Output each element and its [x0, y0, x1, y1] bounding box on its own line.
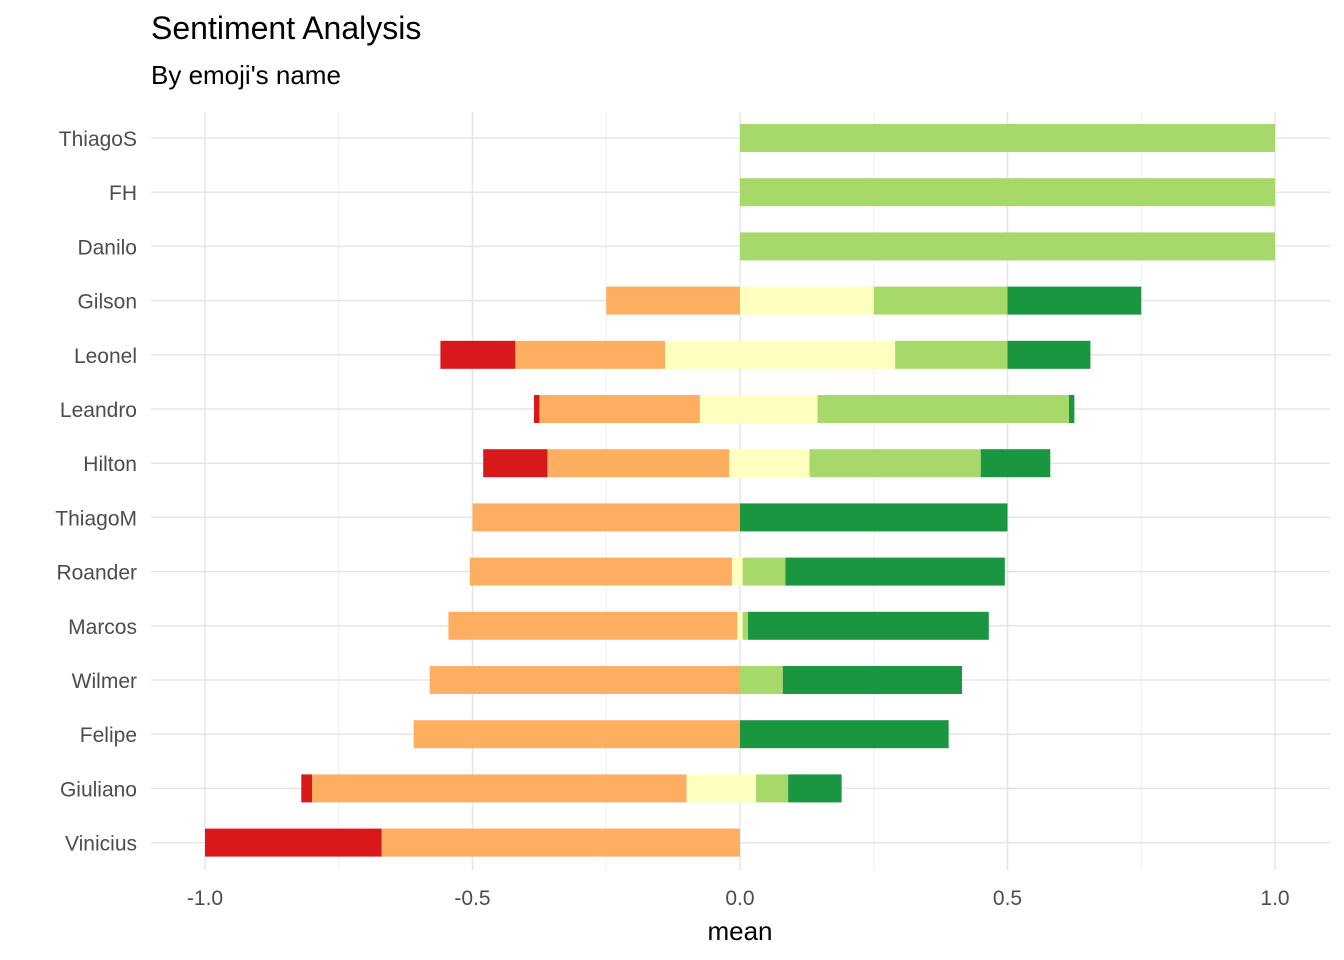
bar-segment — [205, 828, 382, 857]
bar-segment — [1069, 395, 1075, 423]
x-tick-label: -1.0 — [187, 887, 223, 910]
y-tick-label: Vinicius — [65, 833, 137, 856]
bar-segment — [740, 232, 1275, 261]
y-tick-label: FH — [109, 182, 137, 205]
bar-segment — [665, 340, 896, 369]
bar-segment — [448, 611, 738, 640]
bar-segment — [699, 395, 818, 423]
bar-segment — [817, 395, 1070, 423]
y-tick-label: Giuliano — [60, 778, 137, 801]
bar-segment — [469, 557, 732, 586]
y-tick-label: Roander — [56, 562, 137, 585]
bar-segment — [413, 720, 740, 749]
chart-subtitle: By emoji's name — [151, 60, 341, 90]
bar-segment — [782, 666, 963, 694]
bar-segment — [788, 774, 842, 803]
bars — [205, 124, 1275, 857]
bar-segment — [742, 557, 786, 586]
bar-segment — [686, 774, 757, 803]
bar-segment — [873, 286, 1008, 315]
bar-segment — [1007, 340, 1091, 369]
y-tick-label: ThiagoM — [55, 507, 137, 530]
x-tick-label: 0.5 — [993, 887, 1022, 910]
bar-segment — [534, 395, 540, 423]
bar-segment — [809, 449, 981, 478]
bar-segment — [740, 666, 783, 694]
bar-segment — [539, 395, 700, 423]
x-axis-title: mean — [707, 916, 772, 946]
y-tick-label: Felipe — [80, 724, 137, 747]
bar-segment — [440, 340, 516, 369]
bar-segment — [301, 774, 312, 803]
bar-segment — [748, 611, 989, 640]
bar-segment — [740, 720, 949, 749]
bar-segment — [312, 774, 687, 803]
x-axis-labels: -1.0 -0.5 0.0 0.5 1.0 — [187, 887, 1290, 910]
y-tick-label: Leandro — [60, 399, 137, 422]
bar-segment — [756, 774, 789, 803]
y-tick-label: Leonel — [74, 345, 137, 368]
x-tick-label: 0.0 — [725, 887, 754, 910]
bar-segment — [737, 611, 743, 640]
y-tick-label: Gilson — [77, 291, 137, 314]
y-tick-label: Marcos — [68, 616, 137, 639]
bar-segment — [483, 449, 548, 478]
chart-title: Sentiment Analysis — [151, 10, 422, 46]
bar-segment — [381, 828, 740, 857]
y-tick-label: Hilton — [83, 453, 137, 476]
bar-segment — [547, 449, 730, 478]
bar-segment — [740, 124, 1275, 152]
bar-segment — [740, 286, 874, 315]
bar-segment — [980, 449, 1051, 478]
bar-segment — [472, 503, 740, 532]
bar-segment — [1007, 286, 1142, 315]
bar-segment — [729, 449, 810, 478]
y-tick-label: Wilmer — [72, 670, 137, 693]
bar-segment — [429, 666, 740, 694]
bar-segment — [731, 557, 743, 586]
bar-segment — [742, 611, 749, 640]
bar-segment — [785, 557, 1005, 586]
y-axis-labels: ThiagoS FH Danilo Gilson Leonel Leandro Hilton… — [55, 128, 137, 856]
bar-segment — [606, 286, 740, 315]
bar-segment — [740, 178, 1275, 207]
grid-lines — [151, 112, 1330, 870]
x-tick-label: 1.0 — [1260, 887, 1289, 910]
y-tick-label: ThiagoS — [59, 128, 137, 151]
y-tick-label: Danilo — [77, 236, 137, 259]
bar-segment — [740, 503, 1008, 532]
x-tick-label: -0.5 — [454, 887, 490, 910]
bar-segment — [515, 340, 666, 369]
bar-segment — [895, 340, 1008, 369]
